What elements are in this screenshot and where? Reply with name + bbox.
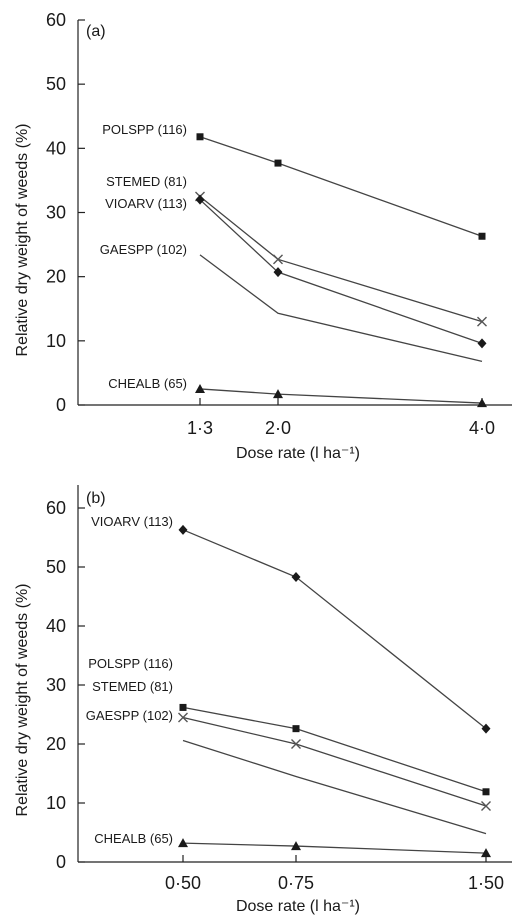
- panel-b-point-vioarv: [291, 572, 301, 583]
- panel-b-x-tick-label: 1·50: [468, 873, 504, 893]
- panel-a-series-label-gaespp: GAESPP (102): [100, 242, 187, 257]
- panel-a-x-tick-label: 2·0: [265, 418, 291, 438]
- panel-b-point-chealb: [481, 848, 491, 858]
- panel-a-y-tick-label: 30: [46, 203, 66, 223]
- panel-b-point-vioarv: [178, 524, 188, 535]
- panel-b-y-axis-title: Relative dry weight of weeds (%): [14, 584, 31, 817]
- panel-b-y-tick-label: 30: [46, 675, 66, 695]
- panel-a-series-line-chealb: [199, 388, 483, 404]
- panel-a-y-tick-label: 10: [46, 331, 66, 351]
- panel-b-y-tick-label: 50: [46, 557, 66, 577]
- panel-b-series-line-polspp: [182, 706, 487, 793]
- panel-b-series-line-vioarv: [182, 529, 487, 730]
- panel-a-series-line-polspp: [199, 136, 483, 237]
- panel-a-point-stemed: [273, 254, 283, 265]
- panel-a-point-polspp: [196, 133, 204, 141]
- panel-a-series-line-stemed: [199, 195, 483, 323]
- panel-a-x-tick-label: 4·0: [469, 418, 495, 438]
- panel-a-point-polspp: [274, 159, 282, 167]
- panel-a-x-tick-label: 1·3: [187, 418, 213, 438]
- panel-b-y-tick-label: 60: [46, 498, 66, 518]
- panel-a-y-tick-label: 20: [46, 267, 66, 287]
- panel-a-series-line-gaespp: [199, 254, 483, 362]
- panel-b-point-polspp: [482, 788, 490, 796]
- panel-a-point-chealb: [477, 398, 487, 408]
- panel-a-point-vioarv: [195, 194, 205, 205]
- panel-a-series-label-stemed: STEMED (81): [106, 174, 187, 189]
- panel-b-y-tick-label: 40: [46, 616, 66, 636]
- panel-b-y-tick-label: 0: [56, 852, 66, 872]
- panel-b-point-vioarv: [481, 723, 491, 734]
- panel-a-point-polspp: [478, 232, 486, 240]
- panel-a-point-chealb: [195, 383, 205, 393]
- panel-a-y-tick-label: 60: [46, 10, 66, 30]
- panel-a-point-vioarv: [477, 338, 487, 349]
- panel-b-series-label-vioarv: VIOARV (113): [91, 514, 173, 529]
- panel-b-chart: (b) Relative dry weight of weeds (%) Dos…: [14, 485, 512, 915]
- panel-a-point-vioarv: [273, 267, 283, 278]
- panel-b-series-label-gaespp: GAESPP (102): [86, 708, 173, 723]
- panel-b-series-line-stemed: [182, 716, 487, 807]
- panel-b-x-axis-title: Dose rate (l ha⁻¹): [236, 898, 360, 915]
- panel-a-series-label-vioarv: VIOARV (113): [105, 196, 187, 211]
- panel-a-chart: (a) Relative dry weight of weeds (%) Dos…: [14, 10, 512, 462]
- panel-b-series-label-polspp: POLSPP (116): [88, 656, 173, 671]
- panel-b-point-polspp: [179, 703, 187, 711]
- panel-a-y-tick-label: 50: [46, 74, 66, 94]
- panel-b-point-polspp: [292, 725, 300, 733]
- panel-b-x-tick-label: 0·50: [165, 873, 201, 893]
- panel-b-point-chealb: [291, 841, 301, 851]
- panel-a-y-axis-title: Relative dry weight of weeds (%): [14, 124, 31, 357]
- panel-b-point-chealb: [178, 838, 188, 848]
- panel-b-series-label-chealb: CHEALB (65): [94, 831, 173, 846]
- panel-b-y-tick-label: 10: [46, 793, 66, 813]
- panel-a-x-axis-title: Dose rate (l ha⁻¹): [236, 445, 360, 462]
- panel-a-y-tick-label: 0: [56, 395, 66, 415]
- panel-a-point-chealb: [273, 389, 283, 399]
- panel-b-point-stemed: [178, 712, 188, 723]
- panel-b-series-line-gaespp: [182, 739, 487, 835]
- panel-b-series-label-stemed: STEMED (81): [92, 679, 173, 694]
- panel-a-series-label-polspp: POLSPP (116): [102, 122, 187, 137]
- panel-b-x-tick-label: 0·75: [278, 873, 314, 893]
- panel-b-y-tick-label: 20: [46, 734, 66, 754]
- panel-b-point-stemed: [291, 739, 301, 749]
- panel-b-series-line-chealb: [182, 842, 487, 854]
- panel-b-label: (b): [86, 490, 106, 507]
- panel-a-y-tick-label: 40: [46, 138, 66, 158]
- panel-a-point-stemed: [477, 316, 487, 327]
- panel-a-label: (a): [86, 23, 106, 40]
- panel-b-point-stemed: [481, 800, 491, 811]
- panel-a-series-label-chealb: CHEALB (65): [108, 376, 187, 391]
